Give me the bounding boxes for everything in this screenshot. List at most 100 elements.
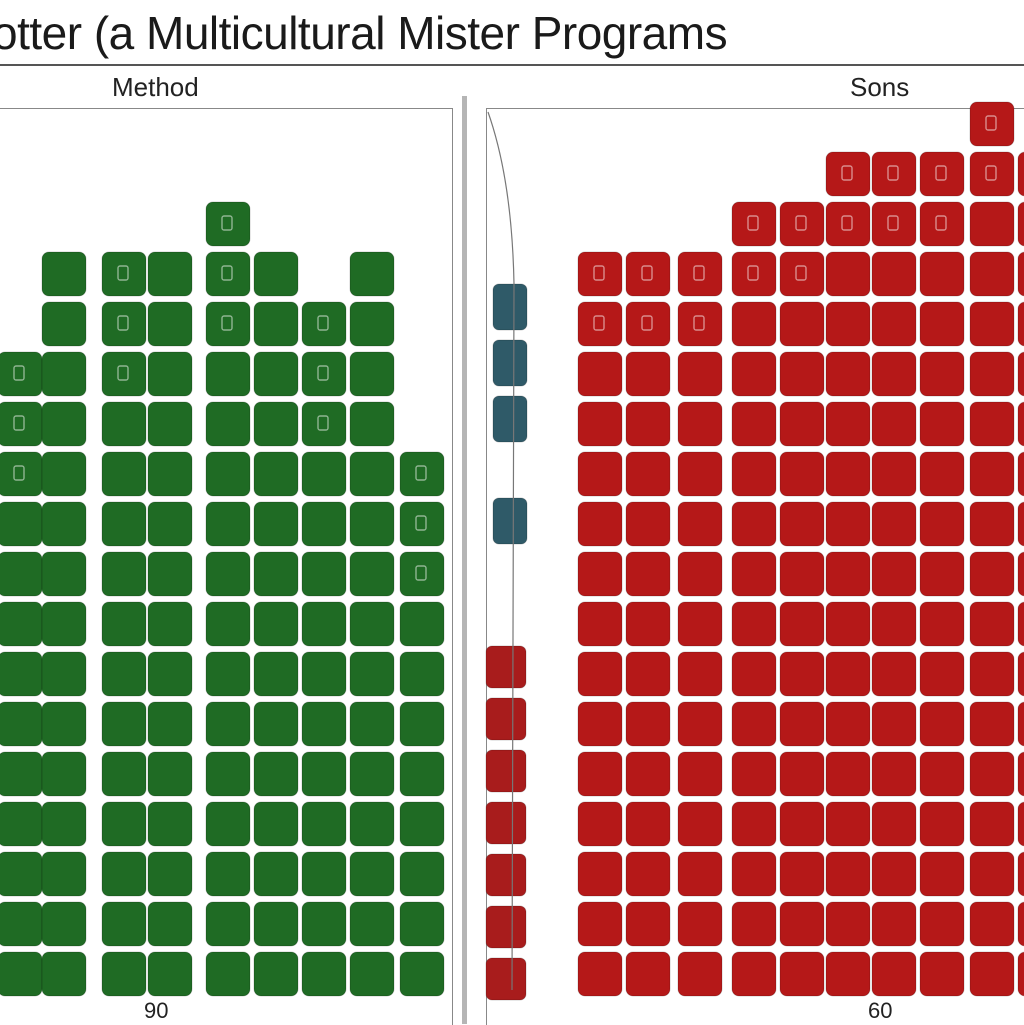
teal-marker — [492, 283, 528, 331]
green-bar-square — [205, 201, 251, 247]
red-bar-square — [577, 401, 623, 447]
green-bar-square — [41, 601, 87, 647]
red-bar-square — [969, 701, 1015, 747]
red-bar-square — [1017, 251, 1024, 297]
green-bar-square — [101, 701, 147, 747]
square-icon — [641, 265, 653, 281]
red-bar-square — [677, 901, 723, 947]
red-bar-square — [677, 351, 723, 397]
red-bar-square — [871, 351, 917, 397]
red-bar-square — [825, 751, 871, 797]
square-icon — [221, 315, 233, 331]
red-bar-square — [919, 251, 965, 297]
green-bar-square — [301, 701, 347, 747]
red-bar-square — [871, 801, 917, 847]
green-bar-square — [205, 251, 251, 297]
red-bar-square — [1017, 651, 1024, 697]
green-bar-square — [301, 401, 347, 447]
red-bar-square — [625, 451, 671, 497]
red-bar-square — [625, 751, 671, 797]
red-bar-square — [677, 401, 723, 447]
red-bar-square — [969, 401, 1015, 447]
green-bar-square — [205, 651, 251, 697]
red-bar-square — [677, 251, 723, 297]
green-bar-square — [253, 901, 299, 947]
red-marker — [485, 957, 527, 1001]
red-bar-square — [731, 501, 777, 547]
red-bar-square — [1017, 851, 1024, 897]
square-icon — [117, 365, 129, 381]
red-bar-square — [825, 601, 871, 647]
red-bar-square — [577, 251, 623, 297]
red-bar-square — [919, 551, 965, 597]
red-bar-square — [1017, 701, 1024, 747]
red-bar-square — [625, 501, 671, 547]
red-bar-square — [825, 851, 871, 897]
green-bar-square — [147, 551, 193, 597]
red-bar-square — [625, 851, 671, 897]
green-bar-square — [0, 351, 43, 397]
green-bar-square — [349, 251, 395, 297]
green-bar-square — [41, 301, 87, 347]
red-bar-square — [1017, 551, 1024, 597]
red-bar-square — [871, 901, 917, 947]
green-bar-square — [147, 301, 193, 347]
red-bar-square — [677, 801, 723, 847]
red-bar-square — [969, 251, 1015, 297]
red-bar-square — [871, 401, 917, 447]
green-bar-square — [205, 751, 251, 797]
right-panel-frame — [486, 108, 1024, 1025]
red-bar-square — [825, 451, 871, 497]
square-icon — [415, 465, 427, 481]
red-bar-square — [731, 651, 777, 697]
green-bar-square — [399, 601, 445, 647]
red-bar-square — [969, 201, 1015, 247]
green-bar-square — [399, 451, 445, 497]
red-bar-square — [1017, 751, 1024, 797]
red-bar-square — [919, 501, 965, 547]
red-bar-square — [779, 801, 825, 847]
green-bar-square — [253, 801, 299, 847]
green-bar-square — [101, 651, 147, 697]
square-icon — [117, 265, 129, 281]
green-bar-square — [0, 501, 43, 547]
marker-leader-line — [487, 111, 515, 991]
green-bar-square — [41, 801, 87, 847]
green-bar-square — [253, 601, 299, 647]
square-icon — [887, 165, 899, 181]
red-bar-square — [731, 951, 777, 997]
green-bar-square — [349, 801, 395, 847]
red-bar-square — [677, 301, 723, 347]
red-bar-square — [1017, 951, 1024, 997]
red-bar-square — [625, 401, 671, 447]
green-bar-square — [349, 951, 395, 997]
red-bar-square — [731, 601, 777, 647]
green-bar-square — [101, 301, 147, 347]
square-icon — [693, 315, 705, 331]
red-bar-square — [677, 601, 723, 647]
red-bar-square — [731, 351, 777, 397]
red-bar-square — [825, 701, 871, 747]
green-bar-square — [399, 501, 445, 547]
red-bar-square — [677, 751, 723, 797]
red-bar-square — [577, 651, 623, 697]
green-bar-square — [147, 401, 193, 447]
green-bar-square — [205, 701, 251, 747]
red-bar-square — [825, 951, 871, 997]
red-bar-square — [577, 351, 623, 397]
square-icon — [841, 165, 853, 181]
red-marker — [485, 749, 527, 793]
left-panel-tick-label: 90 — [144, 998, 169, 1023]
red-bar-square — [731, 551, 777, 597]
red-bar-square — [871, 151, 917, 197]
green-bar-square — [41, 751, 87, 797]
green-bar-square — [253, 951, 299, 997]
green-bar-square — [205, 801, 251, 847]
green-bar-square — [0, 951, 43, 997]
green-bar-square — [41, 451, 87, 497]
green-bar-square — [349, 601, 395, 647]
red-bar-square — [731, 301, 777, 347]
green-bar-square — [0, 551, 43, 597]
green-bar-square — [0, 701, 43, 747]
red-bar-square — [871, 851, 917, 897]
